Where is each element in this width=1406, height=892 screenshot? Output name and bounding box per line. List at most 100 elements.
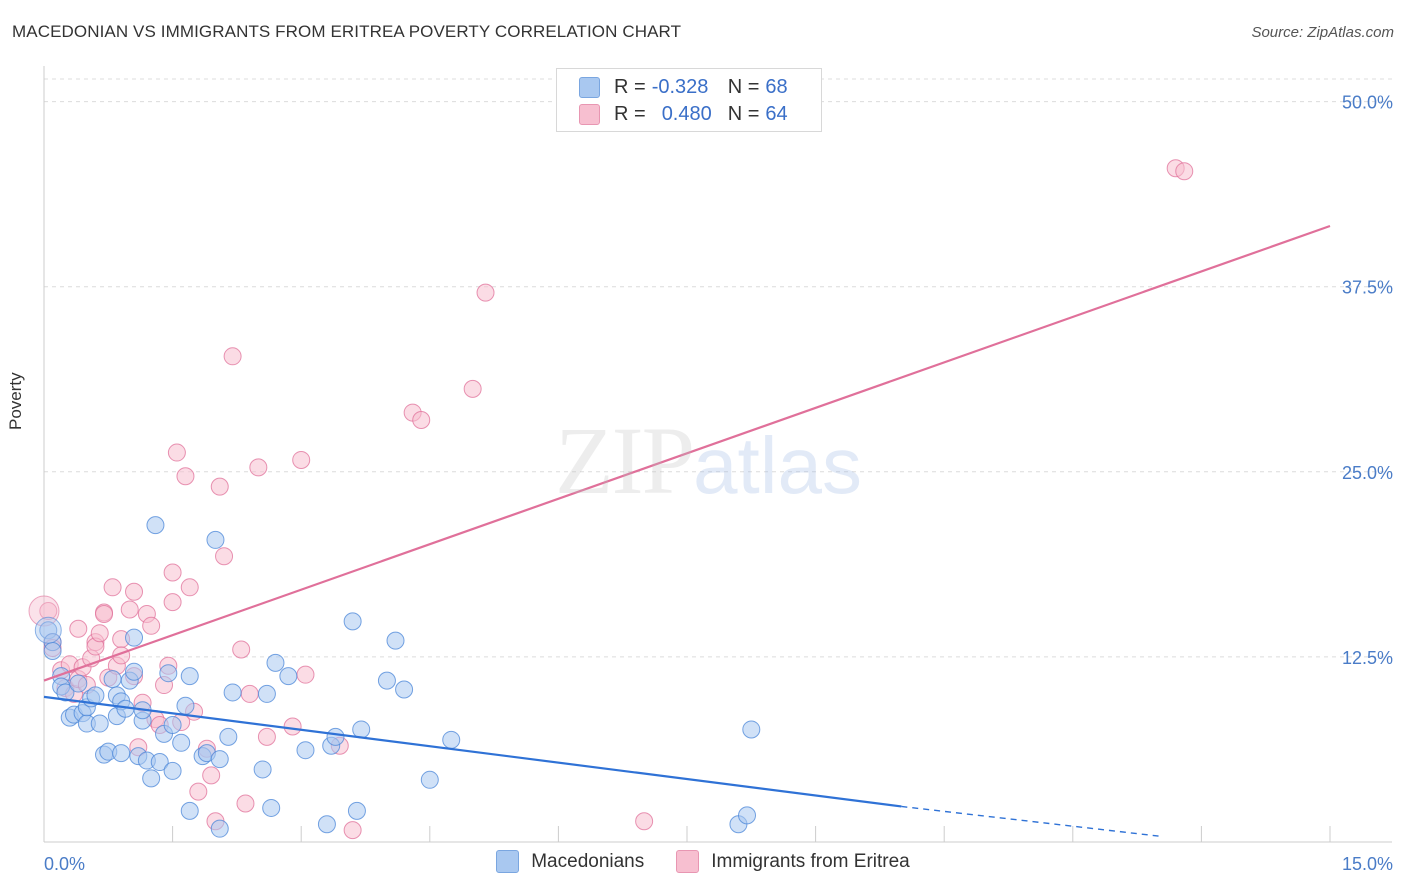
point-eritrea: [163, 593, 182, 612]
n-value: 68: [765, 75, 788, 98]
point-macedonians: [395, 680, 414, 699]
point-eritrea: [95, 604, 114, 623]
point-macedonians: [352, 720, 371, 739]
chart-title: MACEDONIAN VS IMMIGRANTS FROM ERITREA PO…: [12, 22, 682, 41]
point-macedonians: [206, 530, 225, 549]
point-eritrea: [202, 766, 221, 785]
point-macedonians: [253, 760, 272, 779]
point-eritrea: [1175, 162, 1194, 181]
x-tick-label: 0.0%: [44, 854, 85, 874]
stats-legend-row-macedonians: R = -0.328 N = 68: [579, 74, 788, 100]
point-eritrea: [176, 467, 195, 486]
point-macedonians: [90, 714, 109, 733]
y-tick-label: 12.5%: [1342, 648, 1393, 668]
point-eritrea: [103, 578, 122, 597]
point-eritrea: [635, 812, 654, 831]
point-eritrea: [180, 578, 199, 597]
legend-swatch-eritrea: [579, 103, 600, 125]
n-label: N =: [727, 75, 760, 98]
y-tick-label: 50.0%: [1342, 93, 1393, 113]
point-macedonians: [420, 770, 439, 789]
point-macedonians: [738, 806, 757, 825]
series-macedonians: [34, 516, 761, 838]
r-value: -0.328: [651, 75, 709, 98]
point-macedonians: [180, 801, 199, 820]
point-eritrea: [69, 619, 88, 638]
trendline-eritrea: [43, 224, 1331, 682]
point-eritrea: [236, 794, 255, 813]
point-eritrea: [292, 450, 311, 469]
point-eritrea: [163, 563, 182, 582]
point-macedonians: [176, 696, 195, 715]
point-eritrea: [249, 458, 268, 477]
trend-lines: [43, 224, 1331, 837]
y-tick-label: 25.0%: [1342, 463, 1393, 483]
stats-legend: R = -0.328 N = 68 R = 0.480 N = 64: [556, 68, 822, 132]
point-macedonians: [163, 761, 182, 780]
point-macedonians: [172, 733, 191, 752]
point-macedonians: [34, 616, 62, 644]
point-eritrea: [90, 624, 109, 643]
point-macedonians: [296, 741, 315, 760]
y-axis-label: Poverty: [6, 372, 25, 430]
legend-label-eritrea: Immigrants from Eritrea: [711, 850, 910, 872]
legend-swatch-macedonians: [496, 850, 520, 873]
r-label: R =: [614, 102, 646, 125]
point-macedonians: [142, 769, 161, 788]
n-label: N =: [727, 102, 760, 125]
point-eritrea: [223, 347, 242, 366]
point-macedonians: [150, 753, 169, 772]
point-macedonians: [125, 662, 144, 681]
point-macedonians: [69, 674, 88, 693]
stats-legend-row-eritrea: R = 0.480 N = 64: [579, 101, 788, 127]
series-legend: Macedonians Immigrants from Eritrea: [0, 850, 1406, 873]
series-immigrants-from-eritrea: [28, 159, 1194, 840]
point-macedonians: [43, 641, 62, 660]
legend-swatch-macedonians: [579, 76, 600, 98]
point-macedonians: [86, 686, 105, 705]
trendline-macedonians: [43, 695, 902, 808]
point-macedonians: [386, 631, 405, 650]
point-macedonians: [210, 819, 229, 838]
point-eritrea: [257, 727, 276, 746]
axes: [43, 66, 1392, 843]
point-macedonians: [56, 683, 75, 702]
point-macedonians: [347, 801, 366, 820]
point-macedonians: [266, 653, 285, 672]
point-eritrea: [39, 602, 58, 620]
point-eritrea: [296, 665, 315, 684]
point-eritrea: [240, 684, 259, 703]
point-macedonians: [279, 667, 298, 686]
point-macedonians: [159, 664, 178, 683]
legend-item-eritrea[interactable]: Immigrants from Eritrea: [676, 850, 910, 873]
point-macedonians: [742, 720, 761, 739]
legend-item-macedonians[interactable]: Macedonians: [496, 850, 644, 873]
point-eritrea: [189, 782, 208, 801]
point-eritrea: [125, 582, 144, 601]
point-macedonians: [326, 727, 345, 746]
point-macedonians: [163, 716, 182, 735]
point-macedonians: [343, 612, 362, 631]
legend-swatch-eritrea: [676, 850, 700, 873]
trendline-macedonians-extension: [901, 805, 1159, 837]
point-macedonians: [377, 671, 396, 690]
point-macedonians: [219, 727, 238, 746]
point-macedonians: [317, 815, 336, 834]
watermark: ZIPatlas: [555, 407, 862, 514]
point-macedonians: [442, 730, 461, 749]
point-eritrea: [142, 616, 161, 635]
source-label: Source: ZipAtlas.com: [1251, 24, 1394, 41]
point-macedonians: [262, 798, 281, 817]
point-eritrea: [232, 640, 251, 659]
point-macedonians: [112, 744, 131, 763]
point-eritrea: [120, 600, 139, 619]
x-tick-label: 15.0%: [1342, 854, 1393, 874]
point-eritrea: [343, 821, 362, 840]
r-value: 0.480: [661, 102, 712, 125]
point-eritrea: [167, 443, 186, 462]
point-eritrea: [210, 477, 229, 496]
point-eritrea: [476, 283, 495, 302]
point-macedonians: [180, 667, 199, 686]
point-eritrea: [283, 717, 302, 736]
